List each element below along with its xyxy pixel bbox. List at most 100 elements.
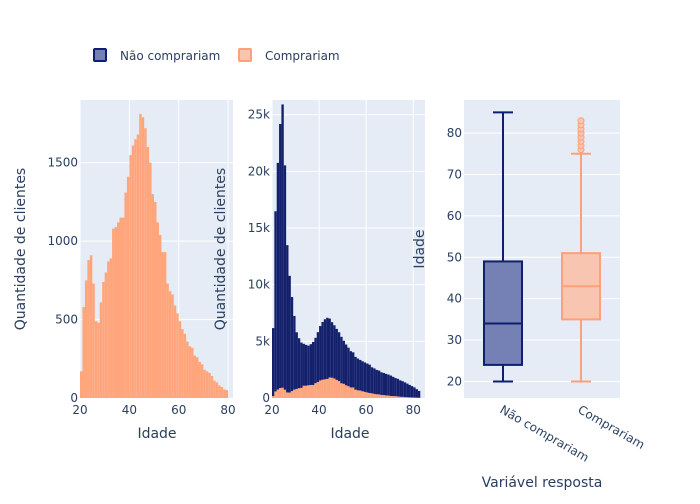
bar-comprariam bbox=[324, 379, 326, 398]
bar-comprariam bbox=[92, 284, 94, 398]
bar-comprariam bbox=[216, 382, 218, 398]
bar-comprariam bbox=[157, 222, 159, 398]
bar-comprariam bbox=[321, 380, 323, 398]
bar-nao-comprariam bbox=[390, 376, 392, 396]
bar-nao-comprariam bbox=[336, 329, 338, 380]
bar-nao-comprariam bbox=[331, 322, 333, 378]
bar-comprariam bbox=[164, 252, 166, 398]
bar-comprariam bbox=[223, 389, 225, 398]
bar-nao-comprariam bbox=[307, 346, 309, 386]
x-tick-label: 20 bbox=[264, 403, 279, 417]
bar-comprariam bbox=[144, 128, 146, 398]
bar-comprariam bbox=[279, 388, 281, 398]
legend-label-nao: Não comprariam bbox=[120, 49, 220, 63]
bar-comprariam bbox=[380, 395, 382, 398]
bar-nao-comprariam bbox=[279, 124, 281, 388]
bar-comprariam bbox=[184, 334, 186, 398]
bar-comprariam bbox=[317, 382, 319, 398]
bar-comprariam bbox=[159, 235, 161, 398]
bar-nao-comprariam bbox=[281, 104, 283, 387]
bar-comprariam bbox=[272, 396, 274, 398]
bar-comprariam bbox=[343, 384, 345, 398]
bar-nao-comprariam bbox=[354, 357, 356, 390]
legend-swatch-sim bbox=[239, 49, 251, 61]
x-tick-label: 40 bbox=[122, 403, 137, 417]
bar-nao-comprariam bbox=[383, 373, 385, 395]
bar-comprariam bbox=[213, 381, 215, 398]
bar-comprariam bbox=[286, 392, 288, 398]
bar-nao-comprariam bbox=[387, 375, 389, 396]
bar-nao-comprariam bbox=[366, 364, 368, 393]
bar-nao-comprariam bbox=[300, 343, 302, 388]
bar-nao-comprariam bbox=[406, 384, 408, 398]
bar-comprariam bbox=[277, 390, 279, 398]
bar-nao-comprariam bbox=[274, 211, 276, 391]
bar-nao-comprariam bbox=[340, 337, 342, 383]
bar-nao-comprariam bbox=[303, 344, 305, 386]
bar-nao-comprariam bbox=[380, 372, 382, 395]
bar-nao-comprariam bbox=[277, 163, 279, 390]
bar-comprariam bbox=[409, 397, 411, 398]
bar-comprariam bbox=[281, 388, 283, 398]
bar-nao-comprariam bbox=[361, 361, 363, 391]
bar-comprariam bbox=[399, 397, 401, 398]
bar-comprariam bbox=[361, 391, 363, 398]
bar-comprariam bbox=[359, 391, 361, 398]
bar-nao-comprariam bbox=[411, 386, 413, 397]
legend-swatch-nao bbox=[94, 49, 106, 61]
y-tick-label: 50 bbox=[447, 250, 462, 264]
bar-comprariam bbox=[90, 255, 92, 398]
bar-nao-comprariam bbox=[284, 165, 286, 389]
x-tick-label: 60 bbox=[171, 403, 186, 417]
bar-comprariam bbox=[411, 397, 413, 398]
bar-comprariam bbox=[100, 302, 102, 398]
bar-comprariam bbox=[387, 396, 389, 398]
bar-comprariam bbox=[366, 392, 368, 398]
x-tick-label: Comprariam bbox=[576, 402, 648, 451]
bar-comprariam bbox=[95, 321, 97, 398]
legend[interactable]: Não comprariam Comprariam bbox=[94, 49, 340, 63]
bar-comprariam bbox=[129, 155, 131, 398]
y-tick-label: 1000 bbox=[47, 234, 78, 248]
bar-comprariam bbox=[161, 252, 163, 398]
bar-comprariam bbox=[85, 280, 87, 398]
bar-comprariam bbox=[149, 163, 151, 398]
bar-comprariam bbox=[333, 379, 335, 398]
bar-comprariam bbox=[371, 393, 373, 398]
bar-comprariam bbox=[338, 381, 340, 398]
bar-nao-comprariam bbox=[399, 380, 401, 396]
bar-nao-comprariam bbox=[401, 381, 403, 397]
bar-nao-comprariam bbox=[317, 332, 319, 382]
bar-comprariam bbox=[336, 380, 338, 398]
bar-comprariam bbox=[80, 371, 82, 398]
bar-nao-comprariam bbox=[416, 389, 418, 397]
y-tick-label: 20k bbox=[248, 164, 270, 178]
bar-nao-comprariam bbox=[413, 387, 415, 397]
bar-comprariam bbox=[397, 396, 399, 398]
bar-comprariam bbox=[340, 383, 342, 398]
y-tick-label: 40 bbox=[447, 292, 462, 306]
bar-comprariam bbox=[326, 379, 328, 398]
bar-nao-comprariam bbox=[350, 351, 352, 387]
y-tick-label: 5k bbox=[255, 334, 270, 348]
bar-comprariam bbox=[191, 348, 193, 398]
bar-comprariam bbox=[132, 145, 134, 398]
bar-comprariam bbox=[179, 321, 181, 398]
bar-comprariam bbox=[284, 390, 286, 398]
bar-comprariam bbox=[401, 397, 403, 398]
bar-nao-comprariam bbox=[392, 377, 394, 396]
bar-comprariam bbox=[186, 342, 188, 398]
bar-comprariam bbox=[218, 385, 220, 398]
bar-comprariam bbox=[296, 389, 298, 398]
bar-comprariam bbox=[206, 371, 208, 398]
bar-nao-comprariam bbox=[305, 345, 307, 386]
y-tick-label: 10k bbox=[248, 278, 270, 292]
bar-nao-comprariam bbox=[347, 348, 349, 387]
bar-nao-comprariam bbox=[376, 370, 378, 394]
bar-nao-comprariam bbox=[352, 352, 354, 387]
bar-comprariam bbox=[373, 394, 375, 398]
